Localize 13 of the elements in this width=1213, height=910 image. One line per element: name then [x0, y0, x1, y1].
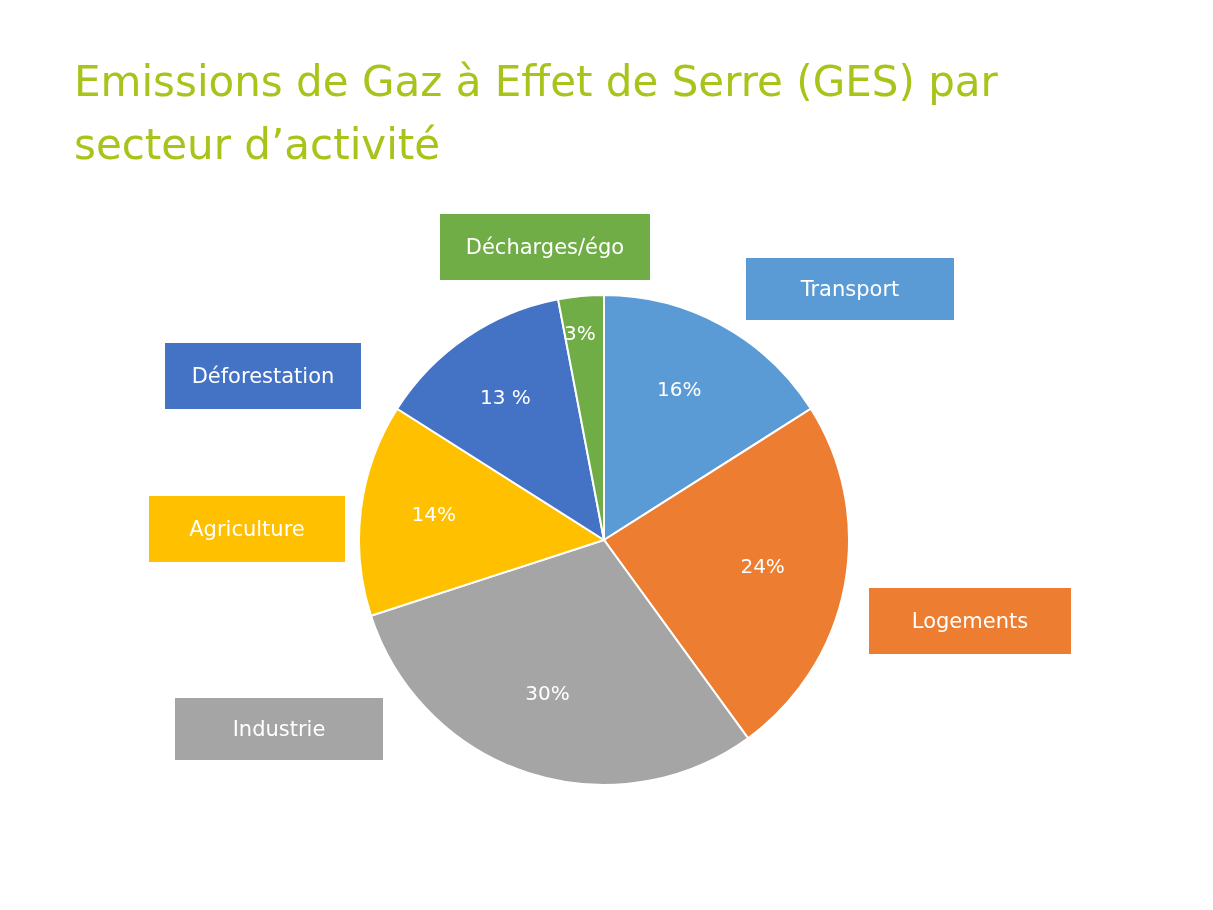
chart-title: Emissions de Gaz à Effet de Serre (GES) par secteur d’activité: [74, 56, 999, 171]
data-label: 16%: [657, 377, 702, 402]
slice-label: Agriculture: [189, 517, 305, 541]
slice-label: Décharges/égo: [465, 235, 625, 259]
data-label: 24%: [740, 554, 785, 579]
data-label: 3%: [564, 320, 596, 345]
data-label: 30%: [525, 681, 570, 706]
slice-label: Industrie: [232, 717, 326, 741]
data-label: 13 %: [479, 385, 531, 410]
slice-label: Déforestation: [191, 364, 335, 388]
slice-label: Logements: [911, 609, 1029, 633]
data-label: 14%: [411, 502, 456, 527]
slice-label: Transport: [799, 277, 900, 301]
